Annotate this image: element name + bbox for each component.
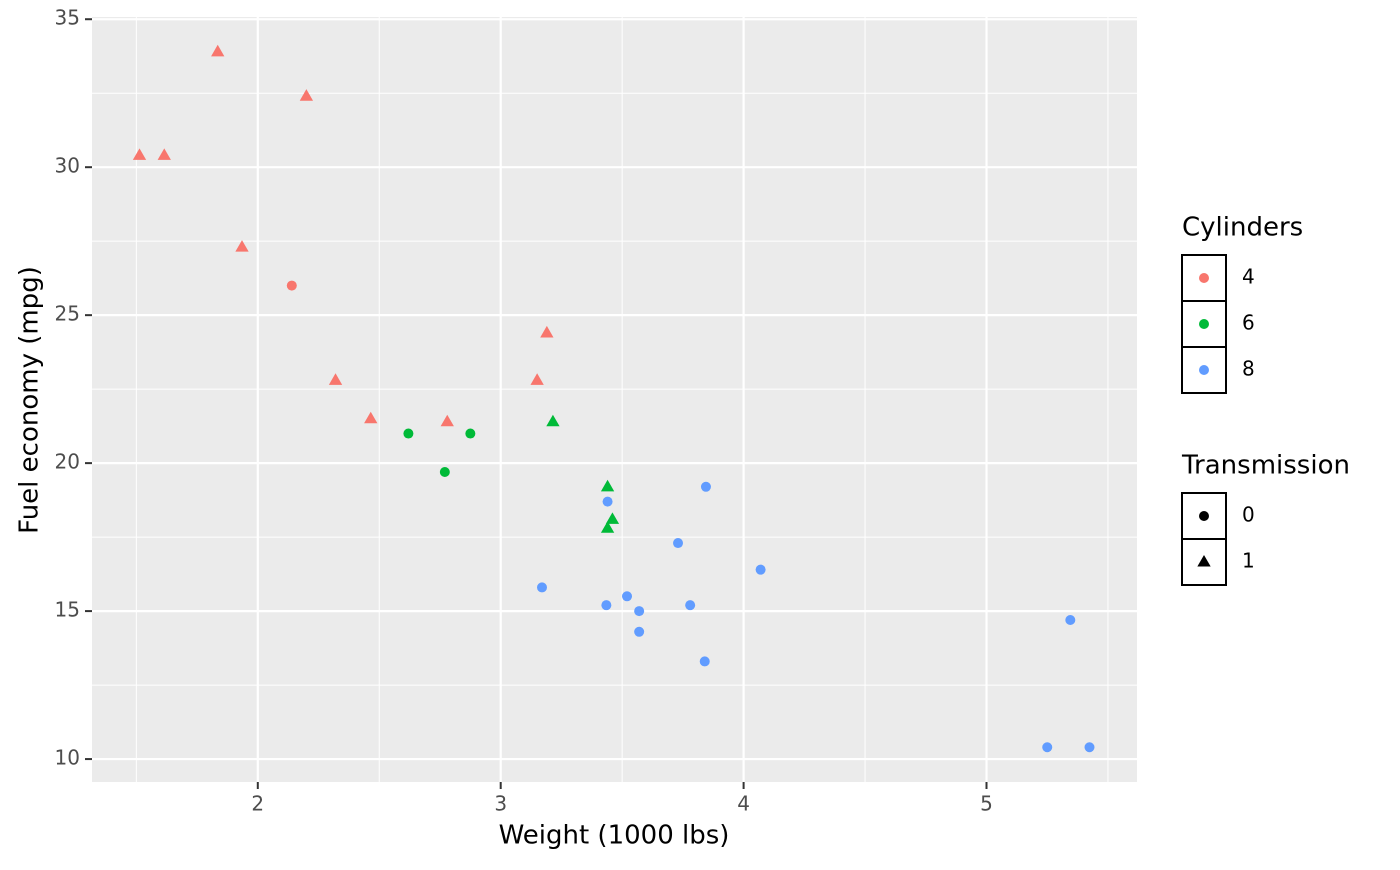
point [700,481,711,492]
point [132,148,147,160]
legend-label: 0 [1242,503,1255,527]
marks [132,44,1095,753]
point [403,428,414,439]
y-tick-label: 30 [55,154,80,178]
point [605,512,620,524]
y-tick-label: 20 [55,450,80,474]
grid [92,17,1137,782]
point [755,564,766,575]
point [465,428,476,439]
point [286,280,297,291]
point [536,582,547,593]
legend: 4 6 8 0 1 [1181,254,1255,586]
legend-label: 1 [1242,549,1255,573]
legend-swatch [1199,273,1209,283]
x-tick-label: 4 [737,792,750,816]
point [328,373,343,385]
point [699,656,710,667]
point [600,521,615,533]
point [634,626,645,637]
legend-swatch [1199,511,1209,521]
point [673,538,684,549]
x-axis-label: Weight (1000 lbs) [499,821,730,851]
point [364,411,378,424]
point [299,89,314,101]
y-tick-label: 25 [55,302,80,326]
point [440,414,454,427]
point [1042,742,1053,753]
y-tick-label: 15 [55,598,80,622]
x-tick-label: 3 [494,792,507,816]
point [1065,614,1076,625]
point [622,591,633,602]
x-tick-label: 5 [980,792,993,816]
point [685,600,696,611]
legend-title: Transmission [1181,451,1350,481]
point [157,148,171,160]
point [235,240,249,252]
point [439,467,450,478]
point [1084,742,1095,753]
legend-label: 4 [1242,265,1255,289]
point [601,600,612,611]
legend-swatch [1199,319,1209,329]
panel [92,17,1137,782]
x-tick-label: 2 [251,792,264,816]
legend-label: 8 [1242,357,1255,381]
point [540,325,554,338]
point [634,606,645,617]
point [211,44,225,57]
y-axis-label: Fuel economy (mpg) [15,266,45,534]
point [602,496,613,507]
legend-key [1181,346,1227,394]
legend-title: Cylinders [1182,213,1303,243]
point [600,479,615,492]
point [530,373,544,385]
y-tick-label: 10 [55,746,80,770]
y-tick-label: 35 [55,6,80,30]
legend-swatch [1199,365,1209,375]
legend-label: 6 [1242,311,1255,335]
point [546,414,560,427]
legend-swatch [1197,555,1211,567]
